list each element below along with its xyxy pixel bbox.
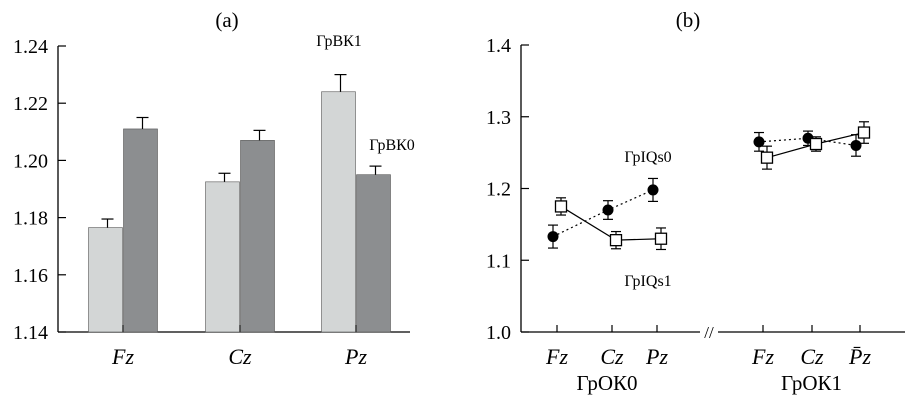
line-ГрIQs0-group-1 — [758, 137, 857, 147]
point-ГрIQs0-0-0 — [547, 231, 559, 243]
point-ГрIQs1-1-2 — [857, 126, 871, 139]
panel-b-group-label-0: ГрОК0 — [577, 371, 638, 395]
line-chart-panel-b: (b) // 1.0 1.1 1.2 1.3 1.4 Fz Cz Pz ГрОК0 Fz Cz P̄z… — [486, 8, 905, 395]
panel-b-series — [547, 121, 871, 251]
panel-a-y-tick-label-0: 1.14 — [13, 322, 48, 344]
panel-b-y-tick-label-1: 1.1 — [486, 250, 511, 272]
panel-a-category-Fz: Fz — [111, 344, 134, 369]
panel-b-category-labels: Fz Cz Pz ГрОК0 Fz Cz P̄z ГрОК1 — [545, 344, 871, 395]
bar-Fz-2 — [123, 128, 158, 333]
point-ГрIQs1-1-1 — [809, 137, 823, 151]
panel-b-category-1-2: P̄z — [848, 344, 871, 369]
point-ГрIQs1-0-0 — [554, 200, 568, 213]
bar-Pz-1 — [321, 91, 356, 333]
point-ГрIQs1-1-0 — [760, 151, 774, 164]
panel-a-bars — [88, 73, 391, 333]
panel-b-category-1-1: Cz — [800, 344, 824, 369]
panel-b-category-1-0: Fz — [751, 344, 774, 369]
panel-b-category-0-0: Fz — [545, 344, 568, 369]
legend-label-series-1: ГрВК1 — [316, 33, 362, 50]
panel-b-y-tick-label-4: 1.4 — [486, 35, 511, 57]
line-ГрIQs0-group-0 — [552, 189, 654, 238]
panel-a-y-tick-label-1: 1.16 — [13, 265, 48, 287]
panel-b-y-tick-label-0: 1.0 — [486, 322, 511, 344]
axis-break-mark: // — [704, 323, 714, 342]
series-label-iqs0: ГрIQs0 — [624, 149, 671, 166]
bar-Fz-1 — [88, 227, 123, 333]
point-ГрIQs0-0-2 — [647, 184, 659, 196]
panel-a-y-tick-label-2: 1.18 — [13, 208, 48, 230]
panel-a-y-tick-label-5: 1.24 — [13, 36, 48, 58]
panel-b-label: (b) — [676, 8, 701, 32]
point-ГрIQs0-0-1 — [602, 204, 614, 216]
bar-Cz-2 — [240, 140, 275, 333]
panel-b-y-tick-label-3: 1.3 — [486, 107, 511, 129]
point-ГрIQs0-1-0 — [753, 136, 765, 148]
panel-b-y-tick-label-2: 1.2 — [486, 179, 511, 201]
panel-b-category-0-1: Cz — [600, 344, 624, 369]
point-ГрIQs0-1-2 — [850, 139, 862, 151]
panel-a-category-Cz: Cz — [228, 344, 252, 369]
panel-a-y-tick-label-4: 1.22 — [13, 93, 48, 115]
series-label-iqs1: ГрIQs1 — [624, 273, 671, 290]
bar-chart-panel-a: (a) 1.14 1.16 1.18 1.20 1.22 1.24 Fz Cz Pz ГрВК… — [13, 8, 415, 369]
point-ГрIQs1-0-1 — [609, 234, 623, 247]
panel-a-label: (a) — [215, 8, 238, 32]
panel-b-y-axis: // 1.0 1.1 1.2 1.3 1.4 — [486, 35, 905, 344]
panel-a-category-labels: Fz Cz Pz — [111, 344, 367, 369]
bar-Pz-2 — [356, 174, 391, 333]
panel-a-y-tick-label-3: 1.20 — [13, 150, 48, 172]
panel-a-category-Pz: Pz — [344, 344, 367, 369]
point-ГрIQs1-0-2 — [654, 232, 668, 245]
bar-Cz-1 — [205, 181, 240, 333]
panel-b-category-0-2: Pz — [645, 344, 668, 369]
legend-label-series-2: ГрВК0 — [369, 137, 415, 154]
panel-b-group-label-1: ГрОК1 — [781, 371, 842, 395]
